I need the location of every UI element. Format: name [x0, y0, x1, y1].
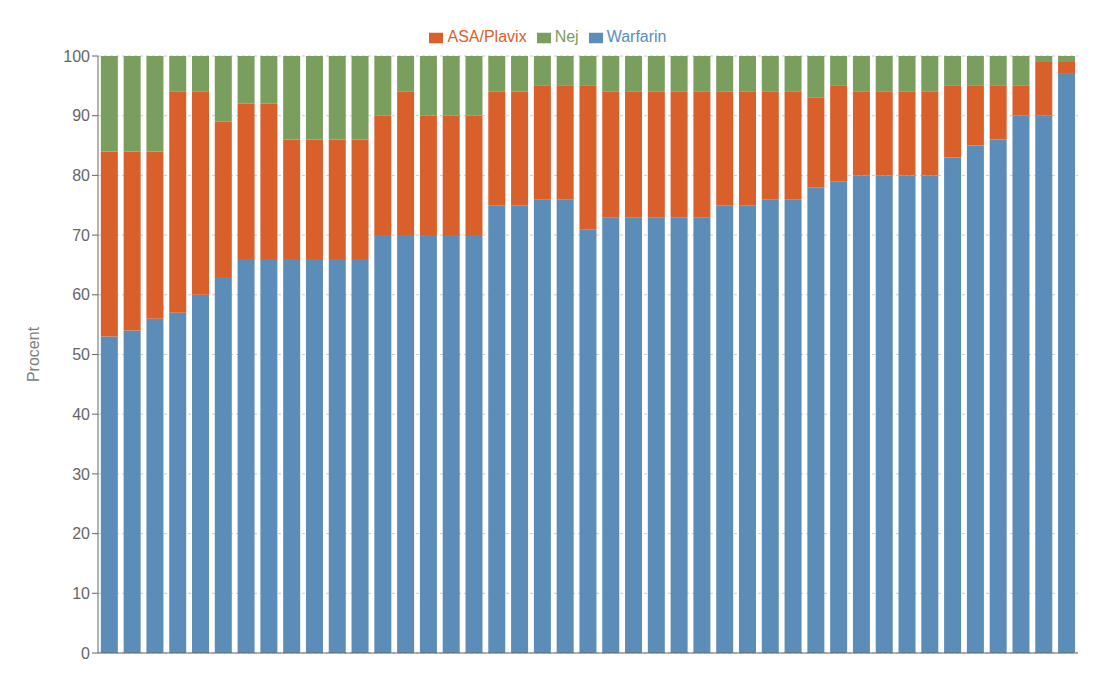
svg-text:40: 40	[72, 406, 90, 423]
svg-text:10: 10	[72, 585, 90, 602]
svg-text:20: 20	[72, 525, 90, 542]
svg-text:70: 70	[72, 227, 90, 244]
svg-text:60: 60	[72, 286, 90, 303]
svg-text:50: 50	[72, 346, 90, 363]
html-text:Warfarin: Warfarin	[606, 28, 667, 45]
svg-text:90: 90	[72, 107, 90, 124]
html-text:Nej: Nej	[554, 28, 579, 45]
svg-text:100: 100	[63, 48, 90, 65]
html-text:ASA/Plavix: ASA/Plavix	[447, 28, 527, 45]
svg-text:30: 30	[72, 466, 90, 483]
svg-text:80: 80	[72, 167, 90, 184]
svg-text:0: 0	[81, 645, 90, 662]
svg-text:Procent: Procent	[25, 326, 42, 382]
